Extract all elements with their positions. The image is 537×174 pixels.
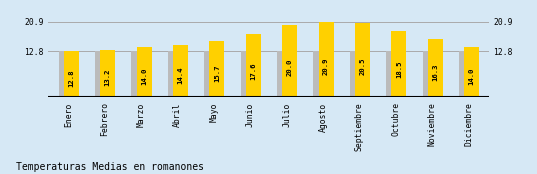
Text: 17.6: 17.6 xyxy=(250,62,256,80)
Bar xyxy=(204,51,216,97)
Bar xyxy=(168,51,180,97)
Bar xyxy=(100,50,115,97)
Bar xyxy=(386,51,398,97)
Bar xyxy=(173,45,188,97)
Text: 18.5: 18.5 xyxy=(396,61,402,78)
Bar xyxy=(136,47,151,97)
Bar xyxy=(391,31,407,97)
Text: 20.5: 20.5 xyxy=(359,58,366,75)
Bar xyxy=(423,51,435,97)
Bar xyxy=(350,51,362,97)
Text: 15.7: 15.7 xyxy=(214,65,220,82)
Bar xyxy=(464,47,479,97)
Bar xyxy=(64,51,79,97)
Text: 14.0: 14.0 xyxy=(469,68,475,85)
Bar xyxy=(277,51,289,97)
Bar xyxy=(459,51,471,97)
Text: 14.0: 14.0 xyxy=(141,68,147,85)
Text: 14.4: 14.4 xyxy=(178,67,184,84)
Bar xyxy=(282,25,297,97)
Bar xyxy=(241,51,253,97)
Bar xyxy=(59,51,71,97)
Bar xyxy=(318,22,333,97)
Text: Temperaturas Medias en romanones: Temperaturas Medias en romanones xyxy=(16,162,204,172)
Bar xyxy=(428,39,443,97)
Text: 12.8: 12.8 xyxy=(68,69,74,87)
Text: 16.3: 16.3 xyxy=(432,64,438,81)
Bar xyxy=(314,51,325,97)
Bar xyxy=(355,23,370,97)
Text: 13.2: 13.2 xyxy=(105,69,111,86)
Text: 20.0: 20.0 xyxy=(287,58,293,76)
Text: 20.9: 20.9 xyxy=(323,57,329,74)
Bar xyxy=(95,51,107,97)
Bar xyxy=(132,51,144,97)
Bar xyxy=(209,41,224,97)
Bar xyxy=(246,34,261,97)
